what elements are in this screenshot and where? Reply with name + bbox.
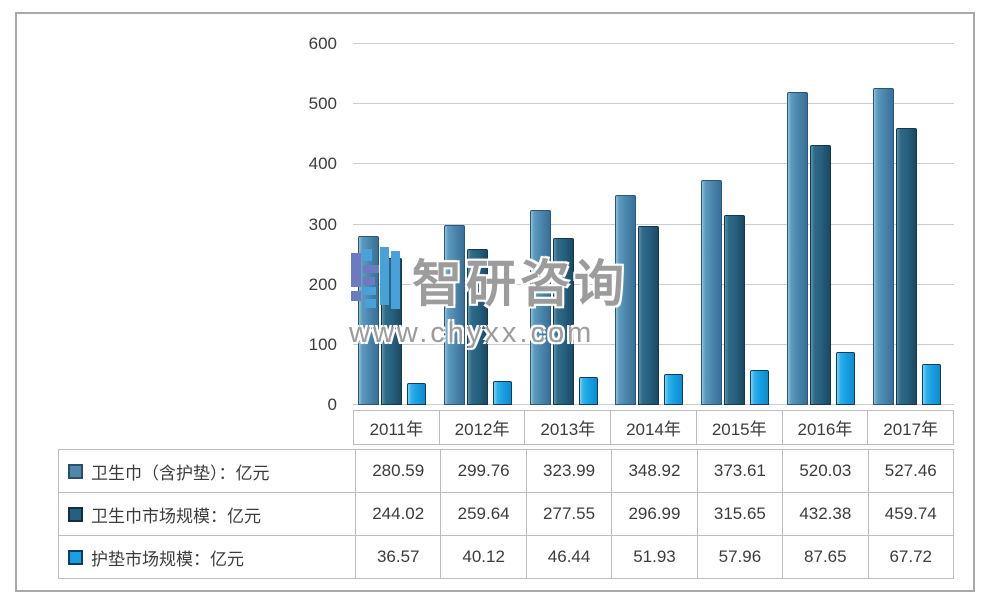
bar-series2-2012年	[466, 248, 488, 405]
y-axis-tick-label: 200	[308, 274, 337, 294]
value-cell: 299.76	[440, 450, 525, 492]
series-legend-label: 护垫市场规模：亿元	[59, 536, 355, 578]
y-axis-tick-label: 100	[308, 334, 337, 354]
year-header-cell: 2017年	[867, 411, 953, 444]
bar-series2-2011年	[380, 258, 402, 405]
year-header-cell: 2016年	[781, 411, 868, 444]
bar-series2-2015年	[724, 215, 746, 405]
bar-group-2016年	[782, 44, 868, 405]
y-axis-tick-label: 0	[327, 395, 337, 414]
bar-group-2015年	[696, 44, 782, 405]
y-axis-tick-label: 600	[308, 34, 337, 53]
series-legend-label: 卫生巾（含护垫）：亿元	[59, 450, 355, 492]
bar-series2-2017年	[896, 128, 918, 405]
gridline-500	[353, 103, 954, 105]
y-axis-tick-label: 300	[308, 214, 337, 234]
value-cell: 277.55	[525, 493, 611, 535]
value-cell: 348.92	[611, 450, 696, 492]
table-row-series1: 卫生巾（含护垫）：亿元 280.59 299.76 323.99 348.92 373.6…	[59, 450, 953, 492]
value-cell: 527.46	[867, 450, 953, 492]
bar-series1-2013年	[529, 210, 551, 405]
bar-group-2014年	[611, 44, 697, 405]
bar-series3-2011年	[406, 383, 426, 405]
bar-group-2013年	[525, 44, 611, 405]
bar-series2-2014年	[638, 226, 660, 405]
value-cell: 36.57	[355, 536, 440, 578]
gridline-600	[353, 43, 954, 44]
y-axis-tick-label: 500	[308, 94, 337, 114]
value-cell: 315.65	[696, 493, 782, 535]
bar-series3-2014年	[664, 373, 684, 405]
series-name-text: 卫生巾（含护垫）：亿元	[91, 463, 270, 483]
gridline-400	[353, 163, 954, 165]
table-row-series3: 护垫市场规模：亿元 36.57 40.12 46.44 51.93 57.96 87.65 6…	[59, 535, 953, 578]
gridline-300	[353, 223, 954, 225]
bar-series3-2012年	[492, 380, 512, 405]
data-table: 卫生巾（含护垫）：亿元 280.59 299.76 323.99 348.92 373.6…	[58, 449, 954, 579]
year-header-cell: 2014年	[610, 411, 696, 444]
series-name-text: 护垫市场规模：亿元	[91, 549, 244, 569]
bar-group-2017年	[868, 44, 954, 405]
table-row-series2: 卫生巾市场规模：亿元 244.02 259.64 277.55 296.99 315.65…	[59, 492, 953, 535]
bar-group-2012年	[439, 44, 525, 405]
bar-series1-2014年	[615, 195, 637, 405]
value-cell: 520.03	[782, 450, 867, 492]
value-cell: 323.99	[525, 450, 611, 492]
value-cell: 432.38	[782, 493, 867, 535]
legend-swatch-icon	[68, 506, 83, 522]
bar-group-2011年	[353, 44, 439, 405]
bar-series2-2013年	[552, 238, 574, 405]
year-header-cell: 2012年	[438, 411, 525, 444]
value-cell: 87.65	[782, 536, 867, 578]
year-header-cell: 2011年	[369, 420, 424, 439]
bar-series1-2016年	[787, 92, 809, 405]
year-header-cell: 2013年	[524, 411, 610, 444]
value-cell: 373.61	[696, 450, 782, 492]
bar-series1-2012年	[443, 224, 465, 405]
value-cell: 51.93	[611, 536, 696, 578]
bar-series1-2017年	[873, 87, 895, 405]
value-cell: 296.99	[611, 493, 696, 535]
value-cell: 46.44	[525, 536, 611, 578]
series-legend-label: 卫生巾市场规模：亿元	[59, 493, 355, 535]
bar-series3-2016年	[836, 352, 856, 405]
legend-swatch-icon	[68, 549, 83, 565]
value-cell: 280.59	[355, 450, 440, 492]
y-axis-tick-label: 400	[308, 154, 337, 174]
legend-swatch-icon	[68, 463, 83, 479]
bar-series2-2016年	[810, 144, 832, 405]
bar-series3-2017年	[922, 364, 942, 405]
year-header-row: 2011年 2012年 2013年 2014年 2015年 2016年 2017年	[353, 410, 954, 445]
year-header-cell: 2015年	[695, 411, 782, 444]
bar-series1-2011年	[357, 236, 379, 405]
value-cell: 459.74	[867, 493, 953, 535]
value-cell: 259.64	[440, 493, 525, 535]
value-cell: 67.72	[867, 536, 953, 578]
value-cell: 57.96	[696, 536, 782, 578]
value-cell: 244.02	[355, 493, 440, 535]
plot-area: 0 100 200 300 400 500 600	[309, 34, 954, 414]
value-cell: 40.12	[440, 536, 525, 578]
chart-border-box: 0 100 200 300 400 500 600	[15, 12, 975, 592]
bar-series3-2013年	[578, 377, 598, 405]
series-name-text: 卫生巾市场规模：亿元	[91, 506, 261, 526]
bar-series1-2015年	[701, 180, 723, 405]
bar-series3-2015年	[750, 370, 770, 405]
